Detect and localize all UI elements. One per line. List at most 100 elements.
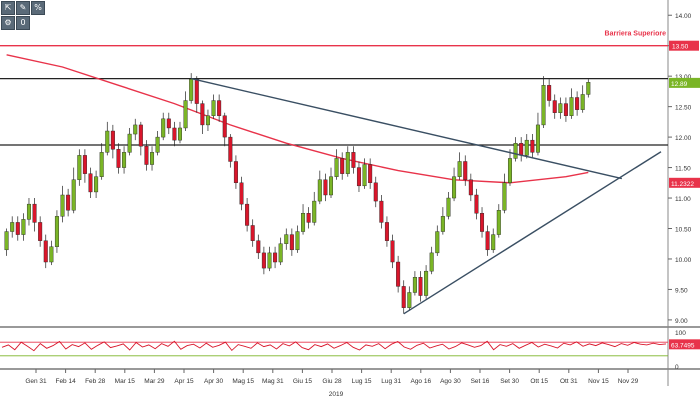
candle-body [172,127,177,141]
candle-body [317,179,322,202]
candle-body [54,216,59,247]
candle [468,173,473,202]
candle-body [233,161,238,184]
time-tick-label: Ago 30 [440,378,461,385]
settings-tool-icon[interactable]: ⚙ [1,16,15,30]
candle [161,112,166,141]
candle [267,246,272,272]
candle-body [278,243,283,263]
candle [245,198,250,232]
candle-body [183,100,188,129]
candle-body [345,152,350,174]
candle-body [122,152,127,168]
candle [507,149,512,186]
oscillator-tick-label: 0 [675,364,679,371]
candle-body [177,127,182,141]
price-tick-label: 11.00 [675,196,691,203]
candle [306,207,311,229]
candle [356,161,361,192]
candle [21,213,26,241]
candle-body [295,231,300,251]
candle [105,121,110,156]
time-tick-label: Gen 31 [25,378,47,385]
year-label: 2019 [329,391,344,398]
candle [563,97,568,122]
candle [457,152,462,180]
candle-body [239,182,244,205]
candle-body [586,82,591,95]
candle-body [429,252,434,272]
candle-body [105,130,110,153]
candle-body [558,103,563,113]
candle [43,234,48,269]
candle [200,100,205,135]
candle-body [474,194,479,214]
trendline [191,77,623,180]
candle-body [205,115,210,126]
candle-body [261,252,266,269]
candle [26,198,31,226]
candle [535,112,540,156]
oscillator-line [1,340,667,352]
candle [82,149,87,183]
candle-body [250,225,255,241]
candle [127,127,132,156]
candle [491,228,496,253]
candle [99,143,104,180]
counter-badge[interactable]: 0 [16,16,30,30]
time-tick-label: Set 16 [471,378,490,385]
candle-body [480,213,485,232]
candle [205,109,210,132]
indicator-tool-icon[interactable]: % [31,1,45,15]
draw-tool-icon[interactable]: ✎ [16,1,30,15]
candle [329,167,334,199]
candle [312,191,317,226]
price-tick-label: 11.50 [675,166,691,173]
time-tick-label: Mag 31 [262,378,284,385]
candle-body [82,155,87,174]
candle-body [150,152,155,165]
candle [463,155,468,186]
candle [373,176,378,208]
candle [362,158,367,189]
candle-body [60,194,65,217]
candle-body [362,164,367,187]
cursor-tool-icon[interactable]: ⇱ [1,1,15,15]
candle-body [396,261,401,287]
candle [552,94,557,119]
candle [172,121,177,147]
candle-body [38,222,43,241]
time-tick-label: Apr 30 [204,378,224,385]
candle-body [94,176,99,193]
candle-body [446,197,451,217]
candle-body [356,167,361,187]
candle [222,112,227,147]
candle-body [110,130,115,150]
candle-body [552,100,557,113]
candle [77,149,82,186]
candle [524,134,529,159]
candle [284,228,289,250]
candle-body [15,222,20,235]
candle-body [166,118,171,129]
price-tick-label: 9.50 [675,287,688,294]
candle-body [138,124,143,147]
candle [71,167,76,214]
oscillator-tick-label: 100 [675,330,686,337]
current-price-tag-label: 11.2322 [671,181,694,188]
candle [368,158,373,189]
candle-body [133,124,138,135]
candle [480,207,485,238]
candle [435,225,440,256]
candle-body [66,194,71,211]
candle-body [340,158,345,174]
candle-body [569,97,574,116]
moving-average-line [6,54,589,184]
candle-body [401,286,406,308]
candle-body [329,176,334,196]
candle-body [384,222,389,241]
candle [60,185,65,223]
candle [440,207,445,235]
